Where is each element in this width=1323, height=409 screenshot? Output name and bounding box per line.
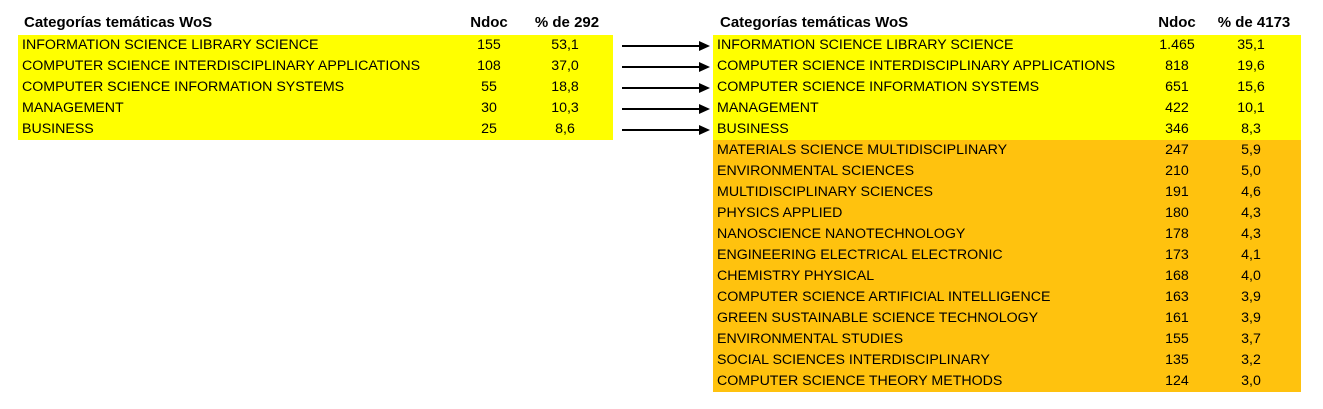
table-row: MANAGEMENT 422 10,1 bbox=[713, 98, 1301, 119]
table-row: COMPUTER SCIENCE INTERDISCIPLINARY APPLI… bbox=[713, 56, 1301, 77]
category-cell: MULTIDISCIPLINARY SCIENCES bbox=[717, 184, 934, 200]
ndoc-cell: 25 bbox=[481, 121, 497, 137]
right-header-category: Categorías temáticas WoS bbox=[720, 14, 909, 31]
table-row: MANAGEMENT 30 10,3 bbox=[18, 98, 613, 119]
table-row: COMPUTER SCIENCE INTERDISCIPLINARY APPLI… bbox=[18, 56, 613, 77]
category-cell: MATERIALS SCIENCE MULTIDISCIPLINARY bbox=[717, 142, 1008, 158]
category-cell: COMPUTER SCIENCE THEORY METHODS bbox=[717, 373, 1003, 389]
arrow-icon bbox=[622, 41, 710, 51]
pct-cell: 19,6 bbox=[1237, 58, 1265, 74]
ndoc-cell: 135 bbox=[1165, 352, 1189, 368]
ndoc-cell: 55 bbox=[481, 79, 497, 95]
ndoc-cell: 108 bbox=[477, 58, 501, 74]
category-cell: ENVIRONMENTAL STUDIES bbox=[717, 331, 904, 347]
category-cell: MANAGEMENT bbox=[22, 100, 124, 116]
pct-cell: 18,8 bbox=[551, 79, 579, 95]
category-cell: NANOSCIENCE NANOTECHNOLOGY bbox=[717, 226, 966, 242]
table-row: CHEMISTRY PHYSICAL 168 4,0 bbox=[713, 266, 1301, 287]
ndoc-cell: 163 bbox=[1165, 289, 1189, 305]
category-cell: ENGINEERING ELECTRICAL ELECTRONIC bbox=[717, 247, 1003, 263]
pct-cell: 5,0 bbox=[1241, 163, 1261, 179]
table-row: ENVIRONMENTAL SCIENCES 210 5,0 bbox=[713, 161, 1301, 182]
category-cell: BUSINESS bbox=[717, 121, 789, 137]
category-cell: PHYSICS APPLIED bbox=[717, 205, 843, 221]
table-row: BUSINESS 346 8,3 bbox=[713, 119, 1301, 140]
pct-cell: 35,1 bbox=[1237, 37, 1265, 53]
ndoc-cell: 422 bbox=[1165, 100, 1189, 116]
arrow-icon bbox=[622, 125, 710, 135]
pct-cell: 10,3 bbox=[551, 100, 579, 116]
pct-cell: 8,6 bbox=[555, 121, 575, 137]
ndoc-cell: 30 bbox=[481, 100, 497, 116]
ndoc-cell: 178 bbox=[1165, 226, 1189, 242]
category-cell: CHEMISTRY PHYSICAL bbox=[717, 268, 875, 284]
pct-cell: 15,6 bbox=[1237, 79, 1265, 95]
category-cell: SOCIAL SCIENCES INTERDISCIPLINARY bbox=[717, 352, 990, 368]
ndoc-cell: 173 bbox=[1165, 247, 1189, 263]
table-row: MULTIDISCIPLINARY SCIENCES 191 4,6 bbox=[713, 182, 1301, 203]
pct-cell: 3,7 bbox=[1241, 331, 1261, 347]
category-cell: INFORMATION SCIENCE LIBRARY SCIENCE bbox=[717, 37, 1014, 53]
table-row: COMPUTER SCIENCE INFORMATION SYSTEMS 55 18… bbox=[18, 77, 613, 98]
ndoc-cell: 210 bbox=[1165, 163, 1189, 179]
table-row: NANOSCIENCE NANOTECHNOLOGY 178 4,3 bbox=[713, 224, 1301, 245]
pct-cell: 4,3 bbox=[1241, 205, 1261, 221]
pct-cell: 4,3 bbox=[1241, 226, 1261, 242]
table-row: GREEN SUSTAINABLE SCIENCE TECHNOLOGY 161 3… bbox=[713, 308, 1301, 329]
table-row: MATERIALS SCIENCE MULTIDISCIPLINARY 247 5,… bbox=[713, 140, 1301, 161]
category-cell: MANAGEMENT bbox=[717, 100, 819, 116]
category-cell: GREEN SUSTAINABLE SCIENCE TECHNOLOGY bbox=[717, 310, 1039, 326]
pct-cell: 53,1 bbox=[551, 37, 579, 53]
pct-cell: 4,6 bbox=[1241, 184, 1261, 200]
ndoc-cell: 168 bbox=[1165, 268, 1189, 284]
table-row: BUSINESS 25 8,6 bbox=[18, 119, 613, 140]
pct-cell: 3,2 bbox=[1241, 352, 1261, 368]
ndoc-cell: 161 bbox=[1165, 310, 1189, 326]
arrow-icon bbox=[622, 104, 710, 114]
ndoc-cell: 346 bbox=[1165, 121, 1189, 137]
ndoc-cell: 155 bbox=[1165, 331, 1189, 347]
ndoc-cell: 247 bbox=[1165, 142, 1189, 158]
ndoc-cell: 155 bbox=[477, 37, 501, 53]
pct-cell: 4,0 bbox=[1241, 268, 1261, 284]
category-cell: ENVIRONMENTAL SCIENCES bbox=[717, 163, 915, 179]
pct-cell: 4,1 bbox=[1241, 247, 1261, 263]
table-row: INFORMATION SCIENCE LIBRARY SCIENCE 155 53… bbox=[18, 35, 613, 56]
category-cell: COMPUTER SCIENCE INFORMATION SYSTEMS bbox=[22, 79, 345, 95]
pct-cell: 8,3 bbox=[1241, 121, 1261, 137]
table-row: COMPUTER SCIENCE ARTIFICIAL INTELLIGENCE… bbox=[713, 287, 1301, 308]
category-cell: BUSINESS bbox=[22, 121, 94, 137]
ndoc-cell: 124 bbox=[1165, 373, 1189, 389]
category-cell: COMPUTER SCIENCE ARTIFICIAL INTELLIGENCE bbox=[717, 289, 1051, 305]
right-header-ndoc: Ndoc bbox=[1158, 14, 1196, 31]
left-header-pct: % de 292 bbox=[534, 14, 600, 31]
pct-cell: 3,9 bbox=[1241, 310, 1261, 326]
ndoc-cell: 818 bbox=[1165, 58, 1189, 74]
category-cell: INFORMATION SCIENCE LIBRARY SCIENCE bbox=[22, 37, 319, 53]
ndoc-cell: 191 bbox=[1165, 184, 1189, 200]
pct-cell: 5,9 bbox=[1241, 142, 1261, 158]
pct-cell: 3,9 bbox=[1241, 289, 1261, 305]
ndoc-cell: 180 bbox=[1165, 205, 1189, 221]
arrow-icon bbox=[622, 83, 710, 93]
table-row: SOCIAL SCIENCES INTERDISCIPLINARY 135 3,2 bbox=[713, 350, 1301, 371]
arrow-icon bbox=[622, 62, 710, 72]
table-row: COMPUTER SCIENCE THEORY METHODS 124 3,0 bbox=[713, 371, 1301, 392]
table-row: INFORMATION SCIENCE LIBRARY SCIENCE 1.465… bbox=[713, 35, 1301, 56]
table-row: ENVIRONMENTAL STUDIES 155 3,7 bbox=[713, 329, 1301, 350]
category-cell: COMPUTER SCIENCE INFORMATION SYSTEMS bbox=[717, 79, 1040, 95]
left-header-ndoc: Ndoc bbox=[470, 14, 508, 31]
category-cell: COMPUTER SCIENCE INTERDISCIPLINARY APPLI… bbox=[22, 58, 421, 74]
pct-cell: 3,0 bbox=[1241, 373, 1261, 389]
ndoc-cell: 1.465 bbox=[1159, 37, 1195, 53]
ndoc-cell: 651 bbox=[1165, 79, 1189, 95]
pct-cell: 10,1 bbox=[1237, 100, 1265, 116]
table-row: ENGINEERING ELECTRICAL ELECTRONIC 173 4,1 bbox=[713, 245, 1301, 266]
category-cell: COMPUTER SCIENCE INTERDISCIPLINARY APPLI… bbox=[717, 58, 1116, 74]
table-row: COMPUTER SCIENCE INFORMATION SYSTEMS 651 1… bbox=[713, 77, 1301, 98]
pct-cell: 37,0 bbox=[551, 58, 579, 74]
left-header-category: Categorías temáticas WoS bbox=[24, 14, 213, 31]
right-header-pct: % de 4173 bbox=[1217, 14, 1291, 31]
table-row: PHYSICS APPLIED 180 4,3 bbox=[713, 203, 1301, 224]
